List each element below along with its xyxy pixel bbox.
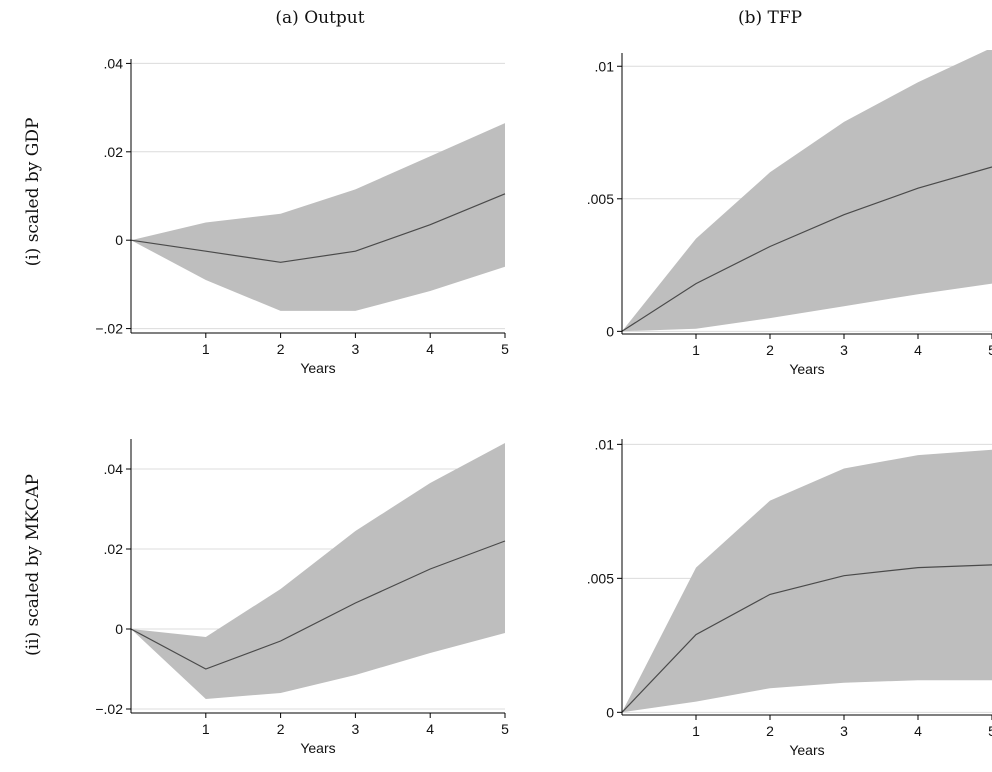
y-tick-label: 0 [606, 323, 614, 339]
point-estimate-line [621, 564, 992, 713]
x-axis-title: Years [789, 361, 824, 377]
chart-mkcap-tfp: 0 .005 .01 1 2 3 4 5 Years [552, 430, 992, 760]
x-tick-label: 5 [988, 342, 992, 358]
chart-svg-gdp-tfp: 0 .005 .01 1 2 3 4 5 Years [587, 50, 992, 377]
x-tick-label: 4 [914, 342, 922, 358]
y-tick-label: 0 [115, 621, 123, 637]
x-tick-label: 3 [352, 341, 360, 357]
y-tick-label: .01 [595, 58, 615, 74]
x-tick-label: 2 [766, 723, 774, 739]
x-tick-label: 2 [277, 341, 285, 357]
point-estimate-line [621, 166, 992, 332]
x-tick-label: 5 [501, 721, 509, 737]
chart-svg-mkcap-tfp: 0 .005 .01 1 2 3 4 5 Years [587, 436, 992, 758]
x-tick-label: 1 [202, 721, 210, 737]
chart-gdp-tfp: 0 .005 .01 1 2 3 4 5 Years [552, 50, 992, 380]
confidence-band [131, 443, 505, 699]
chart-svg-gdp-output: −.02 0 .02 .04 1 2 3 4 5 Years [95, 55, 509, 376]
x-tick-label: 3 [840, 342, 848, 358]
x-tick-label: 1 [202, 341, 210, 357]
row-label-mkcap-text: (ii) scaled by MKCAP [23, 474, 43, 656]
y-tick-label: .01 [595, 436, 615, 452]
row-label-gdp-text: (i) scaled by GDP [23, 117, 43, 267]
chart-mkcap-output: −.02 0 .02 .04 1 2 3 4 5 Years [70, 430, 530, 760]
confidence-band [131, 123, 505, 311]
x-axis-title: Years [300, 360, 335, 376]
x-tick-label: 3 [352, 721, 360, 737]
column-title-output: (a) Output [275, 8, 365, 28]
y-tick-label: .04 [104, 55, 124, 71]
y-tick-label: −.02 [95, 701, 123, 717]
x-tick-label: 5 [988, 723, 992, 739]
y-tick-label: .005 [587, 570, 614, 586]
x-tick-label: 1 [692, 723, 700, 739]
x-tick-label: 1 [692, 342, 700, 358]
y-tick-label: −.02 [95, 321, 123, 337]
y-tick-label: 0 [115, 232, 123, 248]
point-estimate-line [130, 193, 506, 263]
y-tick-label: .005 [587, 191, 614, 207]
x-tick-label: 4 [426, 721, 434, 737]
x-tick-label: 2 [766, 342, 774, 358]
x-axis-title: Years [789, 742, 824, 758]
x-tick-label: 4 [426, 341, 434, 357]
y-tick-label: 0 [606, 704, 614, 720]
chart-gdp-output: −.02 0 .02 .04 1 2 3 4 5 Years [70, 50, 530, 380]
x-tick-label: 4 [914, 723, 922, 739]
column-title-tfp: (b) TFP [737, 8, 803, 28]
x-axis-title: Years [300, 740, 335, 756]
x-tick-label: 2 [277, 721, 285, 737]
confidence-band [622, 50, 992, 332]
y-tick-label: .02 [104, 144, 124, 160]
x-tick-label: 5 [501, 341, 509, 357]
chart-svg-mkcap-output: −.02 0 .02 .04 1 2 3 4 5 Years [95, 439, 509, 756]
y-tick-label: .04 [104, 461, 124, 477]
y-tick-label: .02 [104, 541, 124, 557]
confidence-band [622, 449, 992, 713]
point-estimate-line [130, 540, 506, 670]
x-tick-label: 3 [840, 723, 848, 739]
